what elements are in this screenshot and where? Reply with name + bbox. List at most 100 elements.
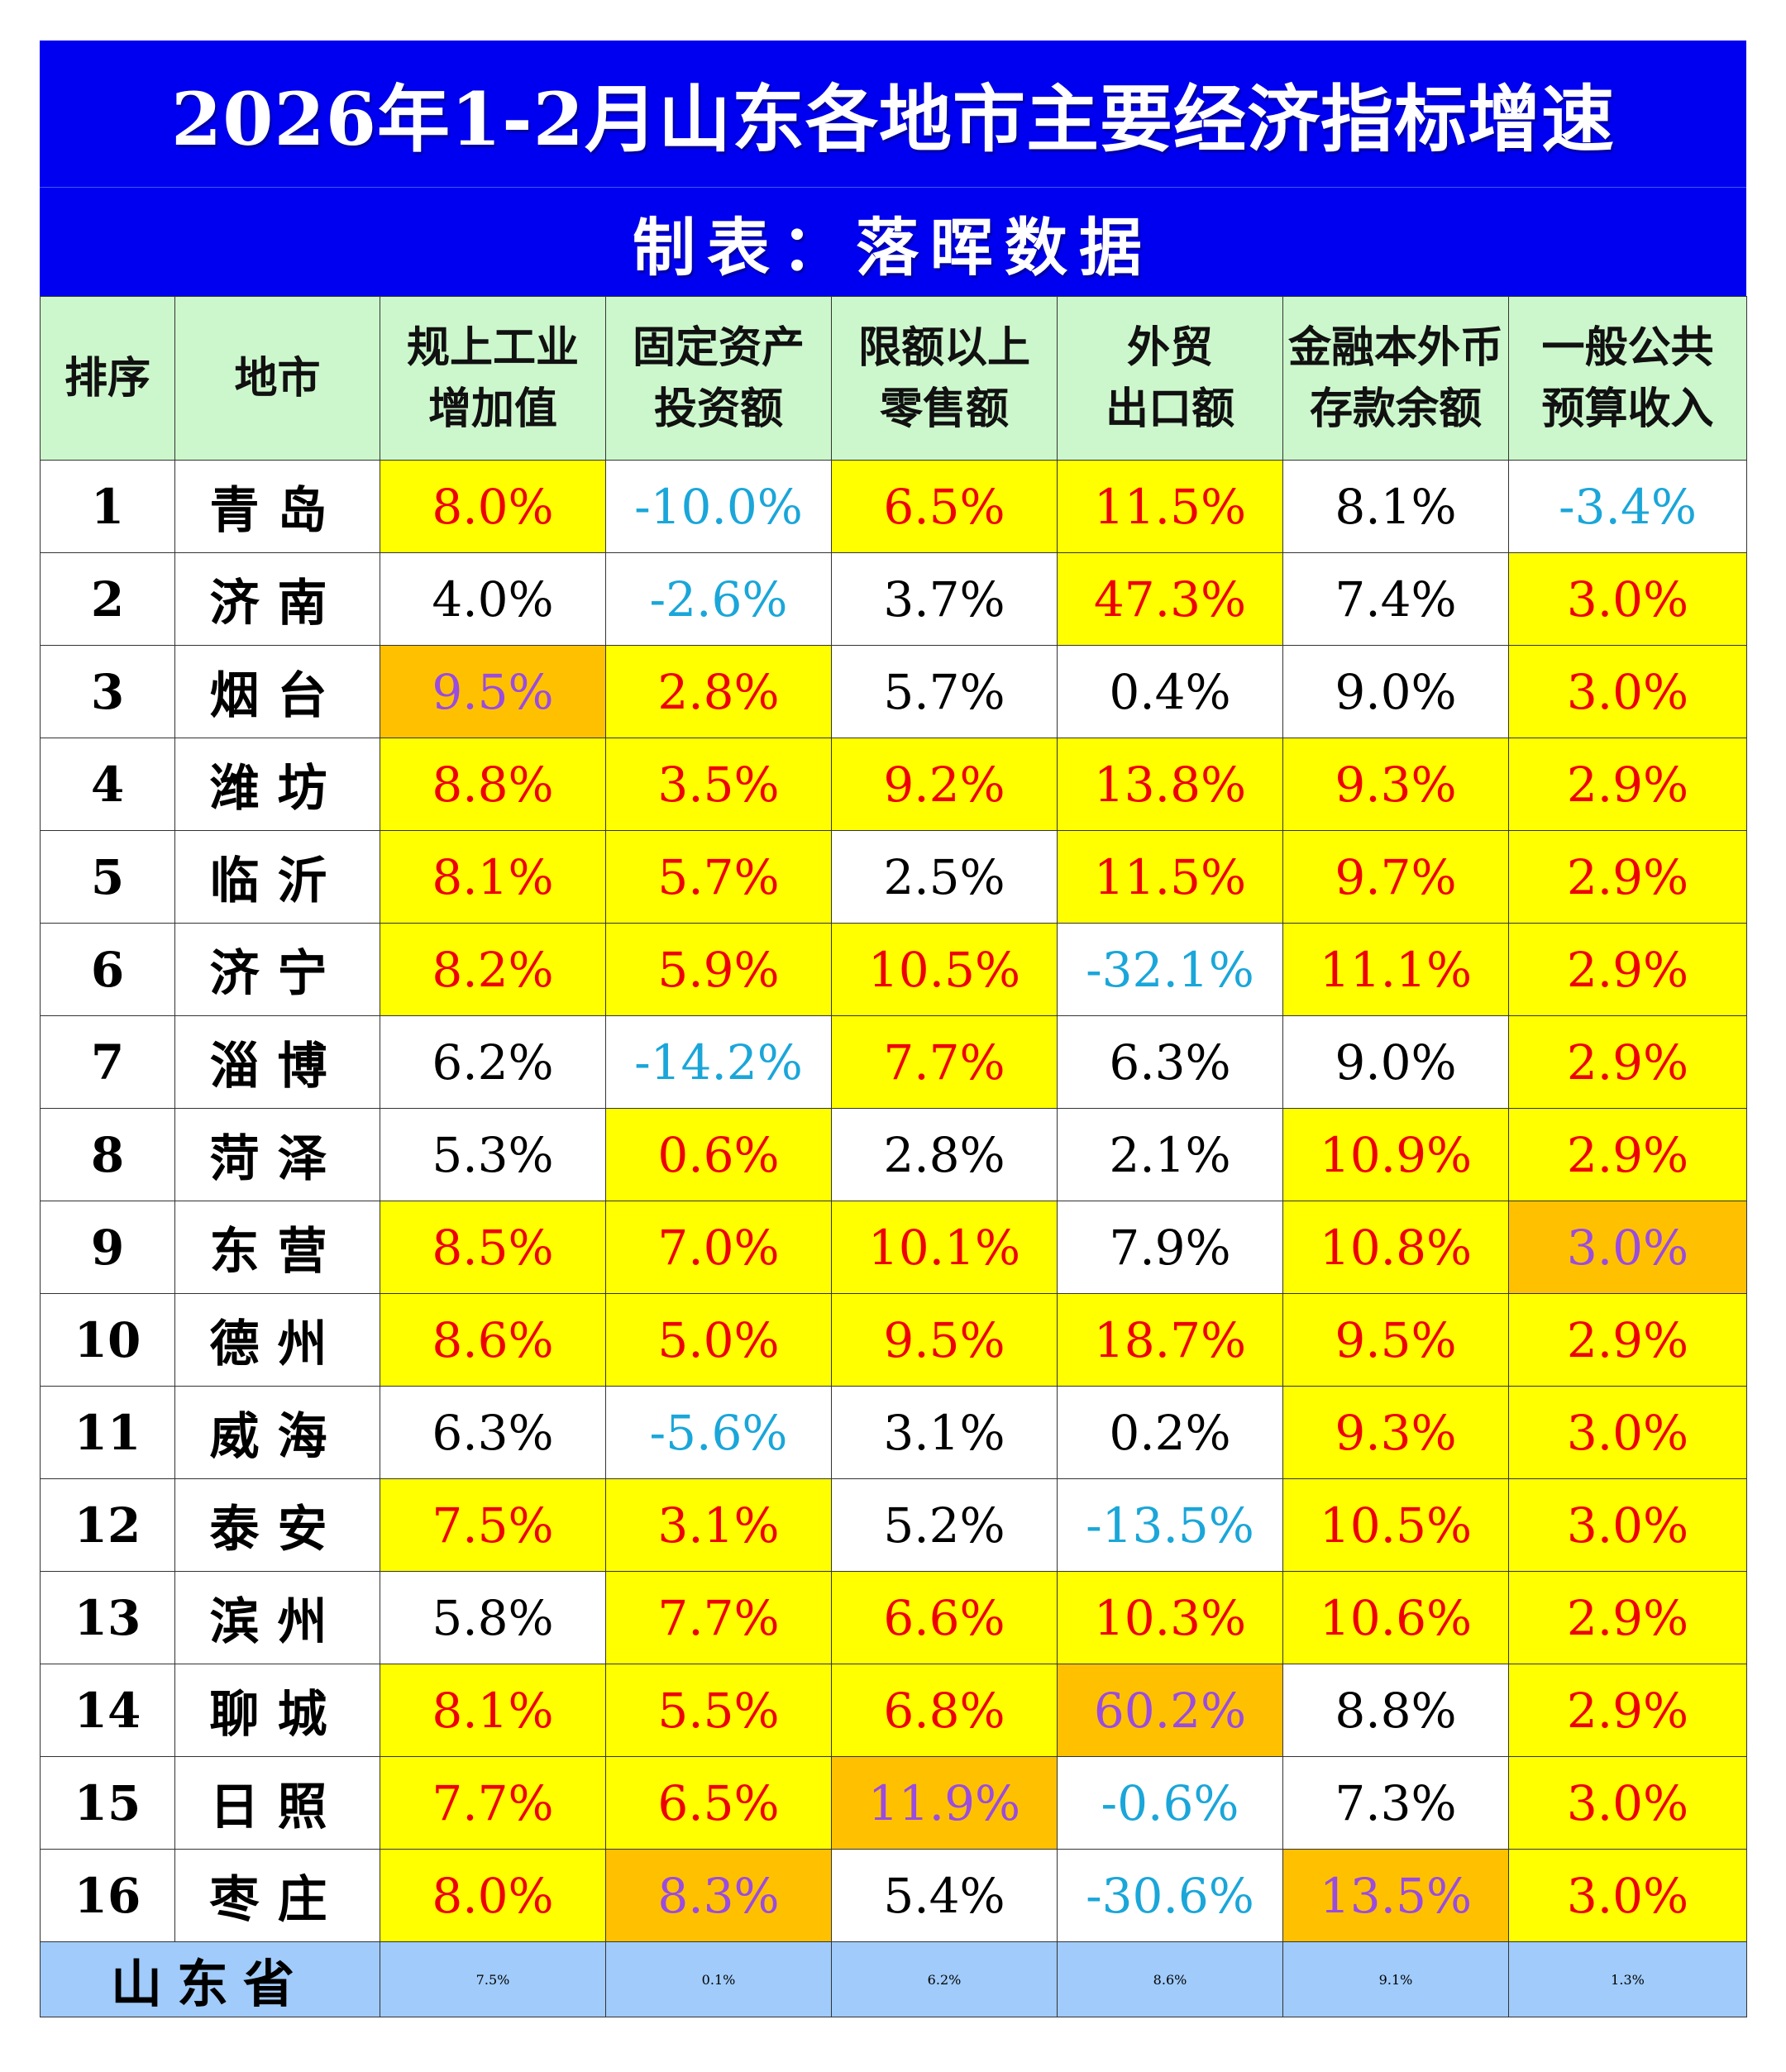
value-cell: 2.8% [605,645,832,738]
value-cell: 5.4% [831,1849,1058,1942]
value-cell: 11.9% [831,1756,1058,1850]
value-cell: 6.3% [1057,1015,1283,1109]
value-cell: 2.9% [1508,1108,1747,1201]
rank-cell: 12 [40,1478,175,1572]
value-cell: 3.7% [831,552,1058,646]
value-cell: 8.0% [380,1849,606,1942]
table-row: 11 威海 6.3% -5.6% 3.1% 0.2% 9.3% 3.0% [40,1386,1747,1479]
value-cell: -14.2% [605,1015,832,1109]
value-cell: 7.9% [1057,1201,1283,1294]
value-cell: 18.7% [1057,1293,1283,1387]
value-cell: 2.9% [1508,830,1747,924]
rank-cell: 5 [40,830,175,924]
value-cell: -30.6% [1057,1849,1283,1942]
value-cell: 3.1% [831,1386,1058,1479]
table-row: 1 青岛 8.0% -10.0% 6.5% 11.5% 8.1% -3.4% [40,460,1747,553]
value-cell: -13.5% [1057,1478,1283,1572]
value-cell: 7.7% [605,1571,832,1664]
value-cell: 10.5% [1282,1478,1509,1572]
header-row: 排序 地市 规上工业 增加值 固定资产 投资额 限额以上 零售额 外贸 出口额 金融本外… [40,296,1747,461]
value-cell: 2.9% [1508,1015,1747,1109]
value-cell: 5.9% [605,923,832,1016]
value-cell: 9.3% [1282,1386,1509,1479]
value-cell: 10.8% [1282,1201,1509,1294]
city-cell: 济南 [174,552,380,646]
value-cell: 8.5% [380,1201,606,1294]
report-table-container: 2026年1-2月山东各地市主要经济指标增速 制表：落晖数据 排序 地市 规上工… [40,41,1747,2017]
rank-cell: 3 [40,645,175,738]
value-cell: 8.6% [380,1293,606,1387]
value-cell: 2.1% [1057,1108,1283,1201]
table-row: 3 烟台 9.5% 2.8% 5.7% 0.4% 9.0% 3.0% [40,645,1747,738]
value-cell: 3.0% [1508,1201,1747,1294]
value-cell: 2.9% [1508,1571,1747,1664]
table-row: 8 菏泽 5.3% 0.6% 2.8% 2.1% 10.9% 2.9% [40,1108,1747,1201]
value-cell: 9.3% [1282,738,1509,831]
table-row: 6 济宁 8.2% 5.9% 10.5% -32.1% 11.1% 2.9% [40,923,1747,1016]
header-industrial-value-added: 规上工业 增加值 [380,296,606,461]
indicator-table: 排序 地市 规上工业 增加值 固定资产 投资额 限额以上 零售额 外贸 出口额 金融本外… [40,296,1747,2017]
city-cell: 烟台 [174,645,380,738]
value-cell: 2.8% [831,1108,1058,1201]
city-cell: 聊城 [174,1664,380,1757]
value-cell: 2.5% [831,830,1058,924]
value-cell: 6.3% [380,1386,606,1479]
table-row: 5 临沂 8.1% 5.7% 2.5% 11.5% 9.7% 2.9% [40,830,1747,924]
city-cell: 淄博 [174,1015,380,1109]
table-row: 4 潍坊 8.8% 3.5% 9.2% 13.8% 9.3% 2.9% [40,738,1747,831]
value-cell: 3.0% [1508,1386,1747,1479]
value-cell: 10.3% [1057,1571,1283,1664]
rank-cell: 8 [40,1108,175,1201]
value-cell: 13.5% [1282,1849,1509,1942]
total-cell: 0.1% [605,1941,832,2017]
city-cell: 青岛 [174,460,380,553]
value-cell: 3.0% [1508,1849,1747,1942]
value-cell: 7.0% [605,1201,832,1294]
value-cell: 6.5% [831,460,1058,553]
value-cell: 2.9% [1508,738,1747,831]
value-cell: 9.2% [831,738,1058,831]
value-cell: -0.6% [1057,1756,1283,1850]
total-cell: 8.6% [1057,1941,1283,2017]
value-cell: 5.5% [605,1664,832,1757]
value-cell: 10.5% [831,923,1058,1016]
city-cell: 德州 [174,1293,380,1387]
value-cell: -10.0% [605,460,832,553]
value-cell: 5.2% [831,1478,1058,1572]
value-cell: 9.5% [1282,1293,1509,1387]
value-cell: 3.1% [605,1478,832,1572]
header-retail-sales: 限额以上 零售额 [831,296,1058,461]
table-row: 15 日照 7.7% 6.5% 11.9% -0.6% 7.3% 3.0% [40,1756,1747,1850]
rank-cell: 2 [40,552,175,646]
city-cell: 潍坊 [174,738,380,831]
value-cell: 8.3% [605,1849,832,1942]
city-cell: 临沂 [174,830,380,924]
header-deposit-balance: 金融本外币 存款余额 [1282,296,1509,461]
rank-cell: 1 [40,460,175,553]
table-row: 7 淄博 6.2% -14.2% 7.7% 6.3% 9.0% 2.9% [40,1015,1747,1109]
value-cell: 6.2% [380,1015,606,1109]
value-cell: 6.5% [605,1756,832,1850]
value-cell: 8.8% [1282,1664,1509,1757]
value-cell: 2.9% [1508,1293,1747,1387]
rank-cell: 6 [40,923,175,1016]
value-cell: 0.6% [605,1108,832,1201]
value-cell: 11.5% [1057,460,1283,553]
rank-cell: 15 [40,1756,175,1850]
value-cell: 3.5% [605,738,832,831]
value-cell: 7.7% [380,1756,606,1850]
page-subtitle: 制表：落晖数据 [40,188,1746,296]
value-cell: 7.4% [1282,552,1509,646]
value-cell: 47.3% [1057,552,1283,646]
header-city: 地市 [174,296,380,461]
table-row: 10 德州 8.6% 5.0% 9.5% 18.7% 9.5% 2.9% [40,1293,1747,1387]
city-cell: 东营 [174,1201,380,1294]
header-public-budget-revenue: 一般公共 预算收入 [1508,296,1747,461]
value-cell: 8.0% [380,460,606,553]
city-cell: 枣庄 [174,1849,380,1942]
value-cell: 6.8% [831,1664,1058,1757]
value-cell: 8.1% [1282,460,1509,553]
city-cell: 日照 [174,1756,380,1850]
rank-cell: 9 [40,1201,175,1294]
value-cell: 7.7% [831,1015,1058,1109]
